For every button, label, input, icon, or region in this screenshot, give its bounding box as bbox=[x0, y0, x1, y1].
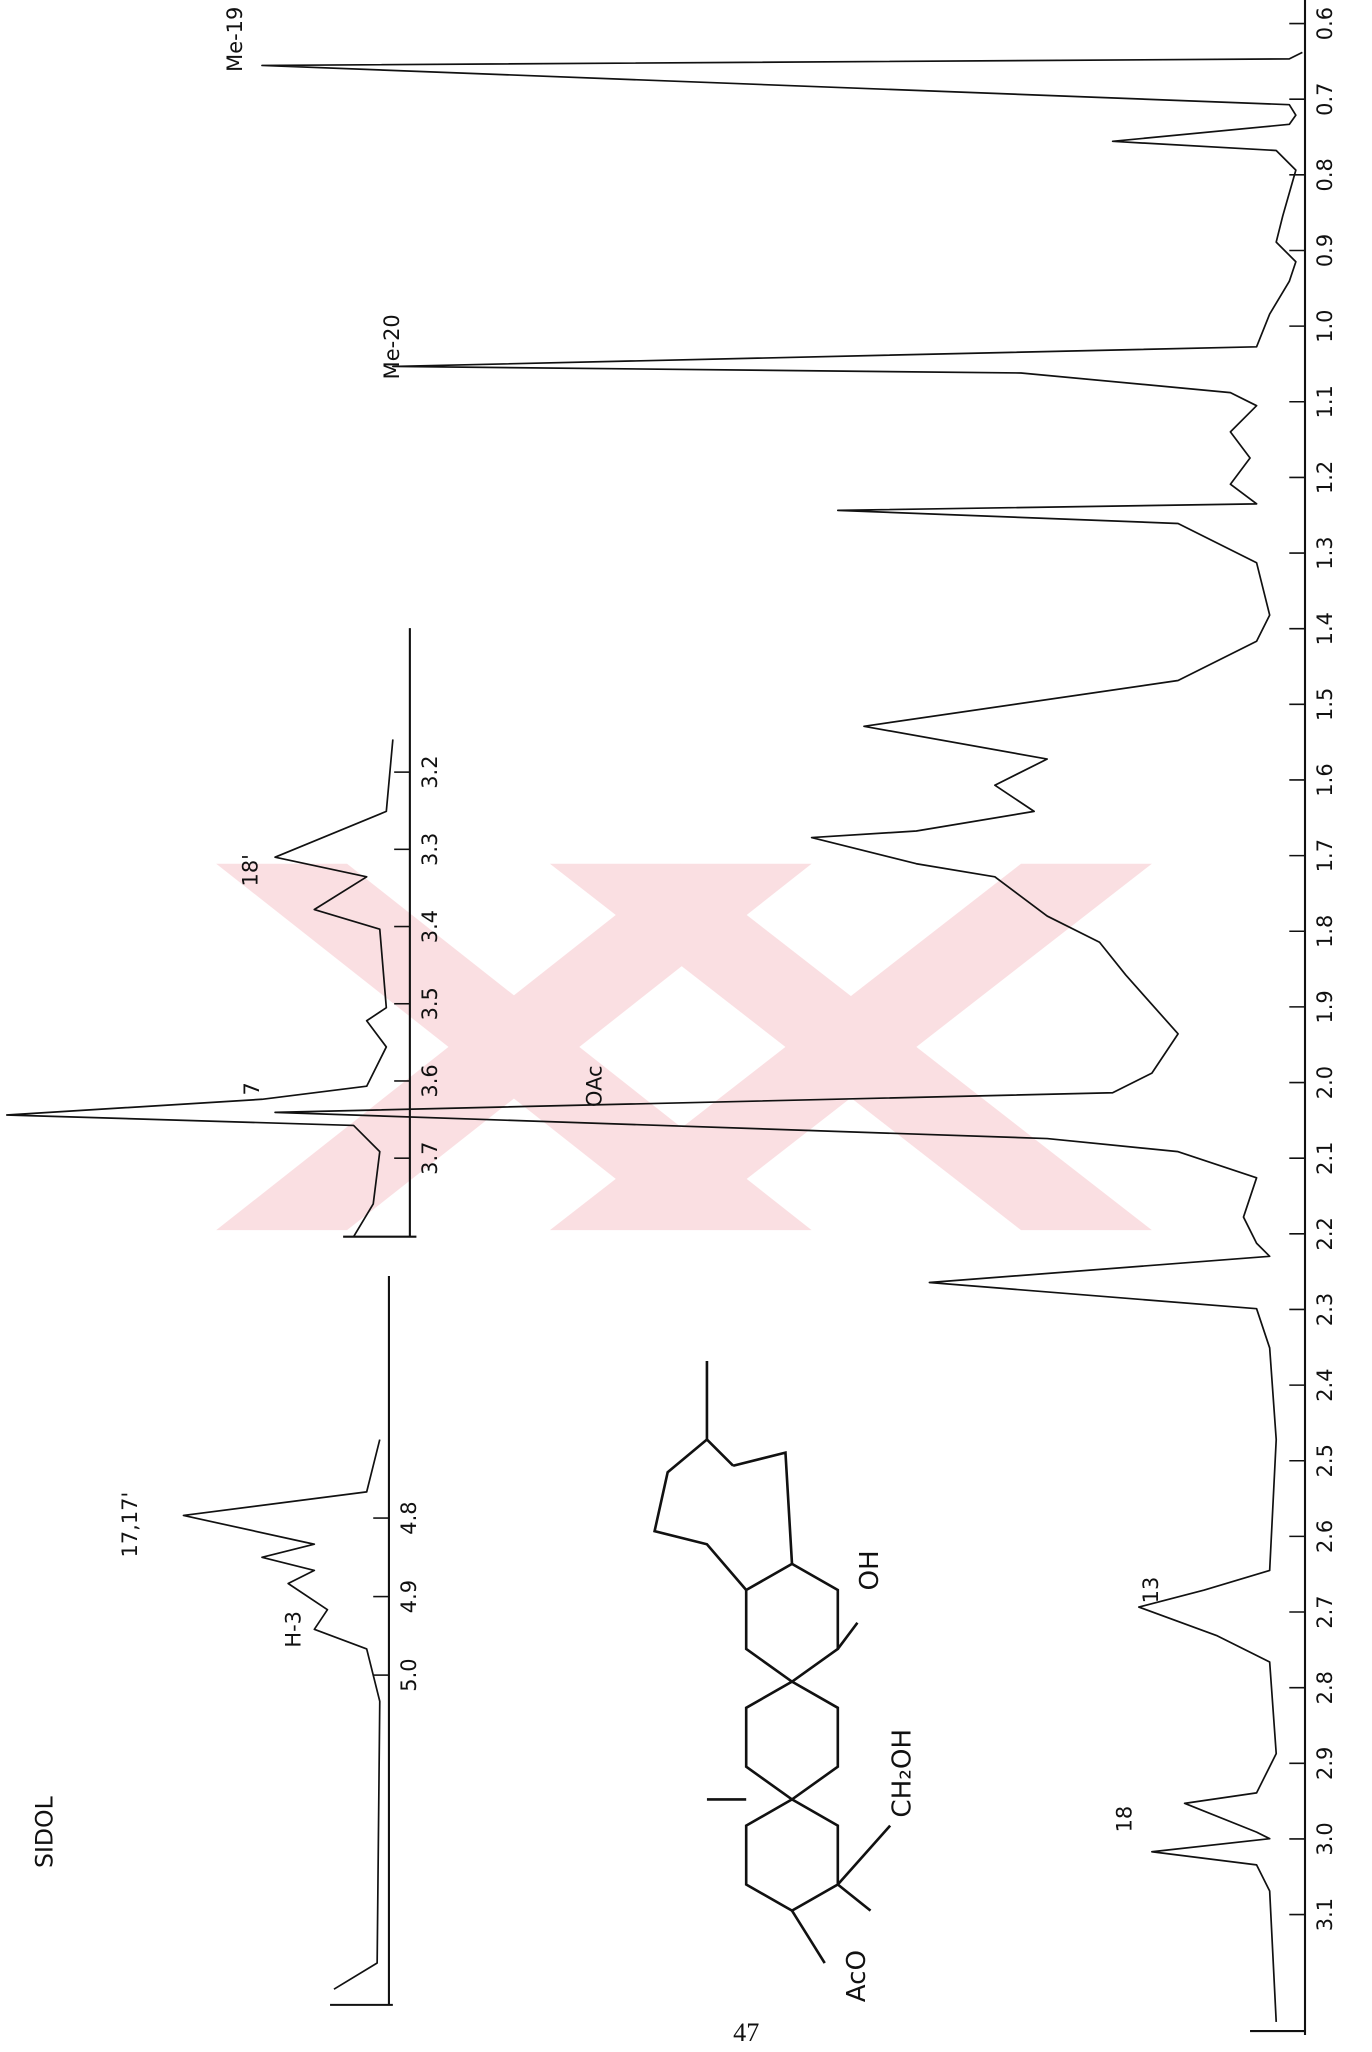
inset-spectrum-2 bbox=[182, 1439, 381, 1990]
watermark bbox=[216, 863, 1152, 1231]
peak-label: Me-19 bbox=[223, 7, 247, 72]
tick-label: 0.8 bbox=[1313, 158, 1337, 191]
title: SIDOL bbox=[31, 1796, 59, 1868]
tick-label: 3.1 bbox=[1313, 1898, 1337, 1931]
tick-label: 5.0 bbox=[397, 1658, 421, 1691]
peak-label: Me-20 bbox=[380, 314, 404, 379]
tick-label: 2.8 bbox=[1313, 1671, 1337, 1704]
tick-label: 3.6 bbox=[418, 1064, 442, 1097]
tick-label: 1.0 bbox=[1313, 309, 1337, 342]
tick-label: 4.8 bbox=[397, 1501, 421, 1534]
peak-label: 18 bbox=[1113, 1806, 1137, 1833]
tick-label: 3.3 bbox=[418, 833, 442, 866]
tick-label: 0.6 bbox=[1313, 7, 1337, 40]
tick-label: 3.0 bbox=[1313, 1822, 1337, 1855]
tick-label: 0.7 bbox=[1313, 83, 1337, 116]
structure bbox=[653, 1361, 892, 1964]
tick-label: 2.2 bbox=[1313, 1217, 1337, 1250]
tick-label: 1.9 bbox=[1313, 990, 1337, 1023]
tick-label: 2.5 bbox=[1313, 1444, 1337, 1477]
tick-label: 2.1 bbox=[1313, 1142, 1337, 1175]
tick-label: 2.4 bbox=[1313, 1368, 1337, 1401]
peak-label: 18' bbox=[239, 854, 263, 886]
tick-label: 0.9 bbox=[1313, 234, 1337, 267]
tick-label: 2.0 bbox=[1313, 1066, 1337, 1099]
tick-label: 2.7 bbox=[1313, 1595, 1337, 1628]
tick-label: 2.9 bbox=[1313, 1747, 1337, 1780]
tick-label: 1.7 bbox=[1313, 839, 1337, 872]
peak-label: 13 bbox=[1139, 1577, 1163, 1604]
structure-label: AcO bbox=[842, 1950, 872, 2002]
main-spectrum bbox=[261, 51, 1303, 2022]
tick-label: 1.4 bbox=[1313, 612, 1337, 645]
structure-label: OH bbox=[855, 1550, 885, 1590]
tick-label: 3.5 bbox=[418, 987, 442, 1020]
peak-label: H-3 bbox=[282, 1611, 306, 1648]
peak-label: 17,17' bbox=[118, 1492, 142, 1558]
tick-label: 4.9 bbox=[397, 1580, 421, 1613]
tick-labels: 0.6 0.7 0.8 0.9 1.0 1.1 1.2 1.3 1.4 1.5 1.6 1.7 1.8 1… bbox=[373, 7, 1337, 1931]
tick-label: 1.2 bbox=[1313, 461, 1337, 494]
tick-label: 3.4 bbox=[418, 910, 442, 943]
tick-label: 1.1 bbox=[1313, 385, 1337, 418]
peak-label: 7 bbox=[240, 1082, 264, 1095]
tick-label: 2.6 bbox=[1313, 1520, 1337, 1553]
tick-label: 2.3 bbox=[1313, 1293, 1337, 1326]
tick-label: 1.5 bbox=[1313, 688, 1337, 721]
tick-label: 3.7 bbox=[418, 1142, 442, 1175]
tick-label: 1.6 bbox=[1313, 763, 1337, 796]
peak-label: OAc bbox=[583, 1065, 607, 1107]
tick-label: 1.3 bbox=[1313, 536, 1337, 569]
tick-label: 1.8 bbox=[1313, 915, 1337, 948]
inset-spectrum-1 bbox=[5, 739, 394, 1238]
tick-label: 3.2 bbox=[418, 755, 442, 788]
page-number: 47 bbox=[733, 2018, 759, 2047]
structure-label: CH₂OH bbox=[888, 1729, 918, 1818]
